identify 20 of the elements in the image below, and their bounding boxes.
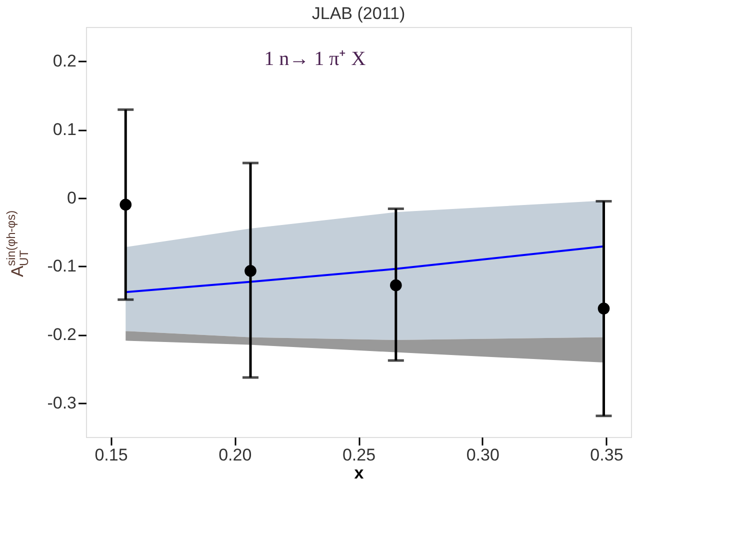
annotation: 1 n→ 1 π⁺ X xyxy=(264,48,366,70)
line-series xyxy=(124,245,605,294)
x-tick-label: 0.20 xyxy=(218,446,252,464)
chart-title: JLAB (2011) xyxy=(312,4,406,23)
x-tick-label: 0.15 xyxy=(94,446,128,464)
point xyxy=(598,302,610,314)
x-tick-label: 0.25 xyxy=(342,446,376,464)
point xyxy=(244,265,256,277)
y-tick-label: 0.2 xyxy=(52,52,76,71)
y-axis-title: AUTsin(φh-φs) xyxy=(4,210,31,277)
x-axis-title: x xyxy=(354,464,364,482)
y-tick-label: -0.2 xyxy=(47,325,76,344)
x-tick-label: 0.30 xyxy=(466,446,500,464)
point xyxy=(120,198,132,211)
x-tick-label: 0.35 xyxy=(590,446,624,464)
y-tick-label: -0.3 xyxy=(47,393,76,412)
point xyxy=(390,279,402,292)
y-tick-label: 0 xyxy=(67,188,76,208)
y-tick-label: 0.1 xyxy=(52,120,76,139)
y-tick-label: -0.1 xyxy=(47,256,76,276)
